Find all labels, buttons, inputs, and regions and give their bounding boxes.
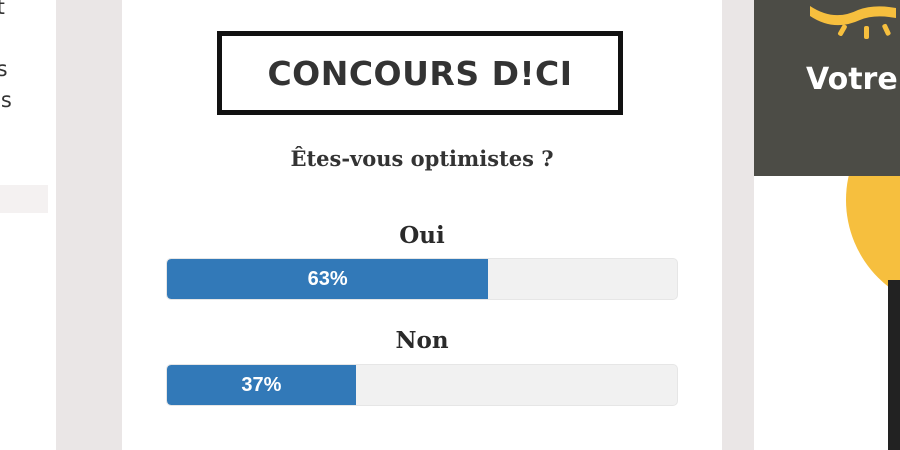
poll-widget: CONCOURS D!CI Êtes-vous optimistes ? Oui… (122, 0, 722, 450)
poll-title: CONCOURS D!CI (267, 53, 573, 93)
promo-header: Votre (754, 0, 900, 176)
poll-result-percent-oui: 63% (307, 267, 348, 290)
promo-text: Votre (806, 62, 898, 97)
left-article-column: rt e rs es e e (0, 0, 56, 450)
poll-question: Êtes-vous optimistes ? (290, 146, 554, 171)
poll-result-bar-oui[interactable]: 63% (166, 258, 678, 300)
sun-icon (810, 6, 896, 39)
left-text-fragment-bottom: e e (0, 344, 1, 406)
poll-result-percent-non: 37% (241, 373, 282, 396)
poll-option-label-oui[interactable]: Oui (399, 222, 445, 249)
poll-option-label-non[interactable]: Non (395, 327, 449, 354)
poll-result-fill-non: 37% (167, 365, 356, 405)
poll-result-fill-oui: 63% (167, 259, 489, 299)
poll-title-box: CONCOURS D!CI (217, 31, 623, 115)
poll-result-bar-non[interactable]: 37% (166, 364, 678, 406)
left-text-fragment-top: rt e rs es (0, 0, 12, 112)
left-gutter (56, 0, 122, 450)
left-divider (0, 185, 48, 213)
promo-dark-edge (888, 280, 900, 450)
promo-banner-ad[interactable]: Votre (754, 0, 900, 450)
right-gutter (722, 0, 754, 450)
